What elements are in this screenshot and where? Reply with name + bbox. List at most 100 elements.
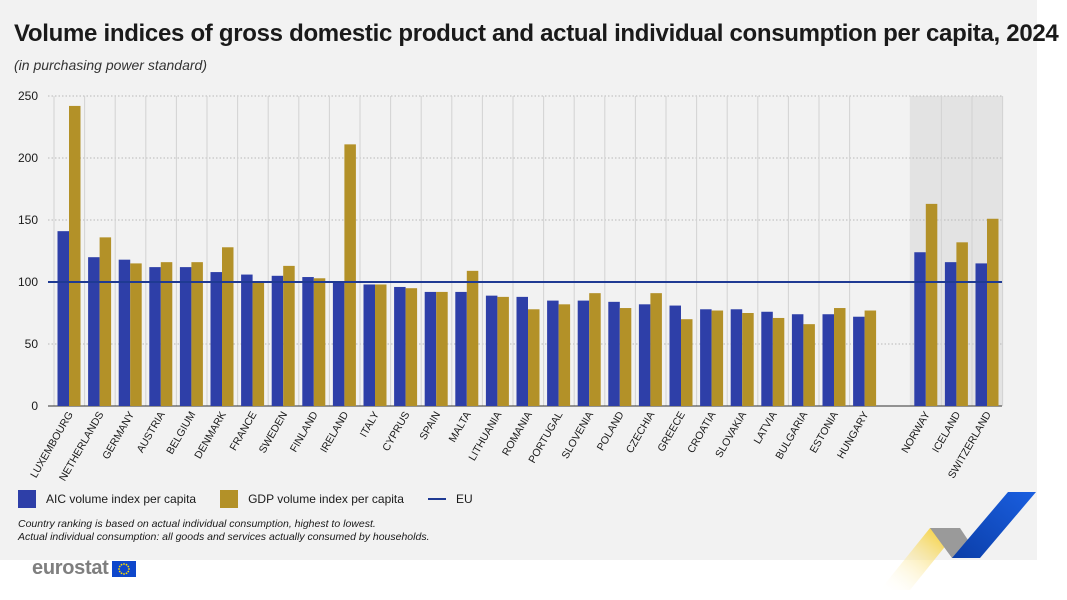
bar-aic [669,305,681,406]
bar-gdp [344,144,356,407]
x-axis-labels: LUXEMBOURGNETHERLANDSGERMANYAUSTRIABELGI… [28,409,994,483]
x-tick-label: GERMANY [100,410,137,462]
legend-swatch-eu [427,498,446,500]
chart-panel [0,0,1037,560]
bar-aic [302,277,314,406]
legend-item-aic: AIC volume index per capita [18,490,196,508]
bar-gdp [987,218,999,406]
x-tick-label: ESTONIA [808,410,841,456]
x-tick-label: BULGARIA [773,410,810,462]
bar-aic [608,301,620,406]
y-tick-label: 200 [18,151,38,165]
x-tick-label: FINLAND [288,409,321,454]
legend-item-gdp: GDP volume index per capita [220,490,404,508]
bar-chart: 0 50 100 150 200 250 LUXEMBOURGNETHERLANDSGER… [18,89,1004,483]
legend-label-eu: EU [455,492,473,506]
eu-flag-icon [111,560,136,577]
bar-aic [853,316,865,406]
chart-subtitle: (in purchasing power standard) [14,57,207,73]
x-tick-label: CROATIA [685,410,718,456]
legend-label-gdp: GDP volume index per capita [248,492,404,506]
chart-title: Volume indices of gross domestic product… [14,20,1059,47]
legend-label-aic: AIC volume index per capita [46,492,197,506]
bar-aic [179,267,192,406]
bar-gdp [99,237,112,406]
x-tick-label: IRELAND [318,409,351,455]
bar-gdp [222,247,234,406]
legend-swatch-gdp [220,490,239,508]
bar-aic [149,267,161,406]
bar-gdp [742,313,754,406]
bar-aic [485,295,498,406]
x-tick-label: FRANCE [228,410,260,453]
x-tick-label: LATVIA [752,410,780,447]
x-tick-label: NORWAY [899,410,932,456]
x-tick-label: POLAND [595,409,627,453]
bar-gdp [956,242,968,406]
note-definition: Actual individual consumption: all goods… [18,531,430,543]
bar-gdp [436,291,448,406]
bar-aic [577,300,590,406]
bar-aic [730,309,743,406]
y-tick-label: 100 [18,275,38,289]
bar-gdp [681,319,693,406]
bar-gdp [405,288,418,406]
y-tick-label: 50 [25,337,39,351]
y-tick-label: 150 [18,213,38,227]
bar-gdp [619,308,632,406]
bar-aic [118,259,131,406]
bar-aic [241,274,253,406]
bar-gdp [772,317,785,406]
bar-gdp [589,293,601,406]
decorative-ribbon-icon [880,492,1036,590]
note-ranking: Country ranking is based on actual indiv… [18,518,376,530]
bar-gdp [558,304,571,406]
bar-gdp [160,262,173,406]
x-tick-label: SLOVAKIA [713,410,749,460]
y-tick-label: 250 [18,89,38,103]
x-tick-label: AUSTRIA [135,410,168,455]
bar-aic [88,257,100,406]
bars [57,105,999,407]
bar-gdp [711,310,724,406]
logo-text: eurostat [32,557,109,579]
x-tick-label: ROMANIA [500,410,535,458]
bar-gdp [283,265,295,406]
x-tick-label: ICELAND [930,409,963,455]
bar-aic [638,304,651,406]
bar-gdp [650,293,662,406]
bar-gdp [69,105,81,407]
bar-gdp [375,284,387,406]
bar-aic [210,272,222,406]
eurostat-logo: eurostat [32,557,136,580]
bar-gdp [925,203,938,406]
bar-aic [975,263,987,406]
bar-gdp [803,324,815,406]
bar-gdp [313,278,326,406]
bar-aic [822,314,834,406]
bar-aic [455,291,467,406]
x-tick-label: DENMARK [192,410,229,461]
bar-gdp [864,310,877,406]
bar-aic [791,314,804,406]
bar-gdp [252,282,265,406]
bar-aic [363,284,375,406]
bar-aic [271,275,284,406]
x-tick-label: SLOVENIA [559,410,596,461]
bar-gdp [130,263,142,406]
bar-aic [332,282,345,406]
bar-aic [914,252,926,406]
bar-gdp [834,308,846,406]
legend: AIC volume index per capita GDP volume i… [18,490,497,508]
bar-gdp [528,309,540,406]
bar-aic [944,262,957,406]
x-tick-label: CZECHIA [624,410,657,456]
x-tick-label: GREECE [655,410,688,454]
x-tick-label: HUNGARY [835,410,872,461]
y-tick-label: 0 [31,399,38,413]
chart-notes: Country ranking is based on actual indiv… [18,518,430,544]
bar-gdp [466,270,479,406]
x-tick-label: CYPRUS [380,410,412,454]
bar-gdp [191,262,203,406]
bar-aic [700,309,712,406]
